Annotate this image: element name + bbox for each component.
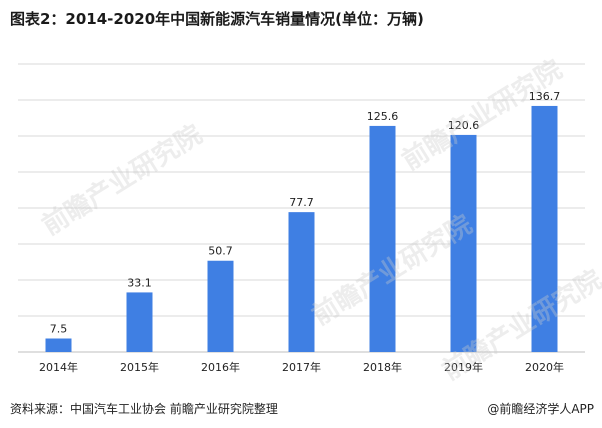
x-tick-label: 2015年	[120, 360, 159, 374]
bar	[369, 125, 396, 352]
chart-title: 图表2：2014-2020年中国新能源汽车销量情况(单位：万辆)	[10, 10, 424, 28]
data-label: 50.7	[208, 245, 233, 258]
x-tick-label: 2018年	[363, 360, 402, 374]
bar	[450, 134, 477, 352]
bar	[126, 292, 153, 352]
credit-label: @前瞻经济学人APP	[487, 402, 594, 416]
source-note: 资料来源：中国汽车工业协会 前瞻产业研究院整理	[10, 402, 278, 416]
x-tick-label: 2020年	[525, 360, 564, 374]
x-tick-label: 2016年	[201, 360, 240, 374]
bar	[45, 338, 72, 352]
data-label: 120.6	[448, 119, 480, 132]
data-label: 77.7	[289, 196, 314, 209]
x-tick-label: 2019年	[444, 360, 483, 374]
bar	[288, 212, 315, 352]
data-label: 136.7	[529, 90, 561, 103]
footer: 资料来源：中国汽车工业协会 前瞻产业研究院整理 @前瞻经济学人APP	[10, 400, 594, 420]
bar	[207, 260, 234, 352]
data-label: 33.1	[127, 276, 152, 289]
bar	[531, 105, 558, 352]
data-label: 125.6	[367, 110, 399, 123]
bar-chart: 7.5 2014年 33.1 2015年 50.7 2016年 77.7 2017年 125.6…	[18, 63, 585, 374]
x-tick-label: 2017年	[282, 360, 321, 374]
x-tick-label: 2014年	[39, 360, 78, 374]
data-label: 7.5	[50, 323, 68, 336]
